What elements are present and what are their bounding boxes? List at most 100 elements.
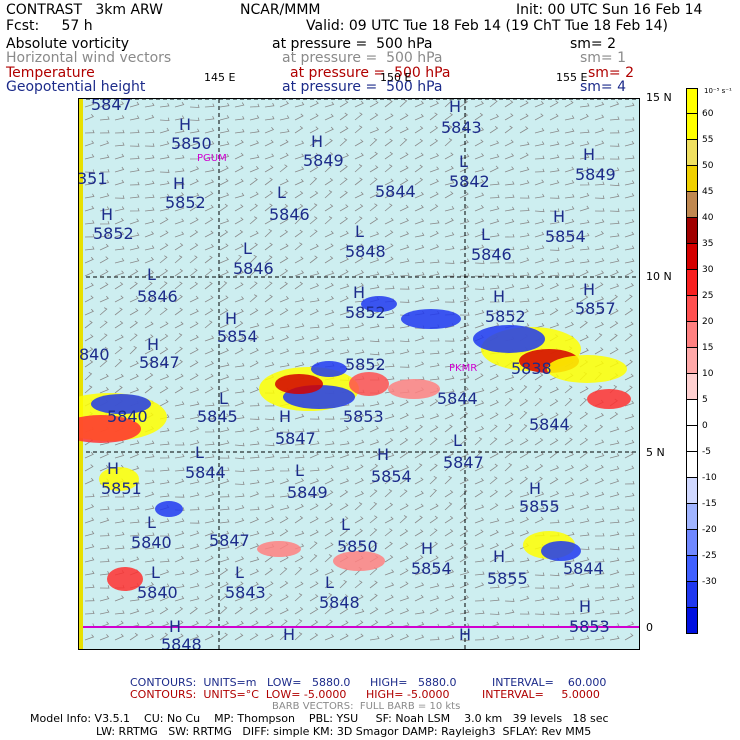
high-marker: H [553, 207, 566, 226]
wind-barb [174, 142, 185, 147]
wind-barb [399, 244, 410, 251]
wind-barb [624, 584, 635, 589]
wind-barb [339, 295, 349, 303]
high-marker: H [529, 479, 542, 498]
wind-barb [279, 281, 288, 290]
wind-barb [609, 294, 618, 303]
wind-barb [369, 425, 379, 433]
wind-barb [189, 166, 200, 173]
wind-barb [99, 102, 110, 108]
colorbar-segment [686, 166, 698, 192]
wind-barb [204, 116, 215, 121]
wind-barb [369, 151, 378, 160]
wind-barb [114, 633, 124, 641]
wind-barb [519, 464, 529, 472]
wind-barb [384, 138, 393, 147]
contours-height-high: HIGH= 5880.0 [370, 676, 457, 689]
wind-barb [219, 128, 230, 134]
wind-barb [624, 595, 635, 602]
height-contour-label: 5850 [337, 537, 378, 556]
wind-barb [579, 464, 589, 472]
wind-barb [144, 359, 153, 368]
wind-barb [84, 295, 94, 303]
wind-barb [414, 463, 423, 472]
wind-barb [504, 530, 515, 537]
wind-barb [99, 243, 109, 251]
wind-barb [624, 180, 635, 186]
wind-barb [309, 594, 319, 602]
wind-barb [549, 167, 560, 173]
height-contour-label: 5846 [269, 205, 310, 224]
wind-barb [99, 634, 110, 641]
wind-barb [459, 569, 470, 576]
wind-barb [129, 556, 140, 563]
wind-barb [144, 595, 155, 602]
wind-barb [99, 609, 110, 615]
low-marker: L [277, 183, 286, 202]
wind-barb [384, 427, 395, 433]
wind-barb [249, 568, 259, 576]
wind-barb [219, 102, 230, 108]
height-contour-label: 5838 [511, 359, 552, 378]
wind-barb [474, 426, 485, 433]
wind-barb [84, 256, 94, 264]
wind-barb [309, 152, 319, 160]
height-contour-label: 5855 [487, 569, 528, 588]
wind-barb [594, 245, 605, 251]
low-marker: L [459, 152, 468, 171]
wind-barb [159, 154, 170, 160]
wind-barb [624, 507, 635, 511]
wind-barb [444, 489, 454, 498]
wind-barb [414, 437, 424, 446]
height-contour-label: 5847 [91, 98, 132, 114]
wind-barb [624, 545, 635, 550]
wind-barb [219, 321, 229, 329]
wind-barb [159, 518, 170, 524]
wind-barb [249, 115, 260, 121]
wind-barb [429, 476, 438, 485]
wind-barb [204, 582, 214, 589]
wind-barb [489, 503, 499, 511]
wind-barb [489, 463, 498, 472]
wind-barb [459, 99, 468, 108]
wind-barb [594, 478, 604, 485]
wind-barb [399, 528, 409, 537]
wind-barb [414, 284, 425, 290]
wind-barb [189, 506, 200, 511]
wind-barb [219, 192, 230, 199]
wind-barb [84, 220, 95, 225]
wind-barb [489, 611, 500, 615]
wind-barb [354, 528, 363, 537]
high-marker: H [107, 459, 120, 478]
wind-barb [399, 258, 410, 264]
wind-barb [459, 218, 470, 225]
field-pressure: at pressure = 500 hPa [282, 79, 443, 95]
high-marker: H [225, 309, 238, 328]
wind-barb [249, 595, 259, 602]
wind-barb [249, 347, 259, 355]
vorticity-blob [361, 296, 397, 312]
wind-barb [594, 195, 605, 199]
wind-barb [384, 363, 395, 368]
wind-barb [189, 242, 199, 251]
wind-barb [429, 153, 440, 160]
wind-barb [159, 217, 169, 225]
wind-barb [399, 113, 409, 121]
wind-barb [279, 128, 290, 134]
wind-barb [279, 296, 289, 303]
height-contour-label: 5840 [107, 407, 148, 426]
wind-barb [219, 519, 230, 524]
wind-barb [534, 491, 545, 498]
wind-barb [369, 401, 380, 407]
height-contour-label: 5844 [185, 463, 226, 482]
colorbar-segment [686, 374, 698, 400]
wind-barb [594, 231, 604, 238]
wind-barb [534, 101, 544, 108]
wind-barb [294, 270, 305, 277]
wind-barb [414, 414, 425, 420]
wind-barb [234, 320, 244, 329]
wind-barb [429, 259, 440, 264]
wind-barb [624, 140, 635, 147]
wind-barb [114, 281, 124, 290]
wind-barb [579, 557, 590, 563]
